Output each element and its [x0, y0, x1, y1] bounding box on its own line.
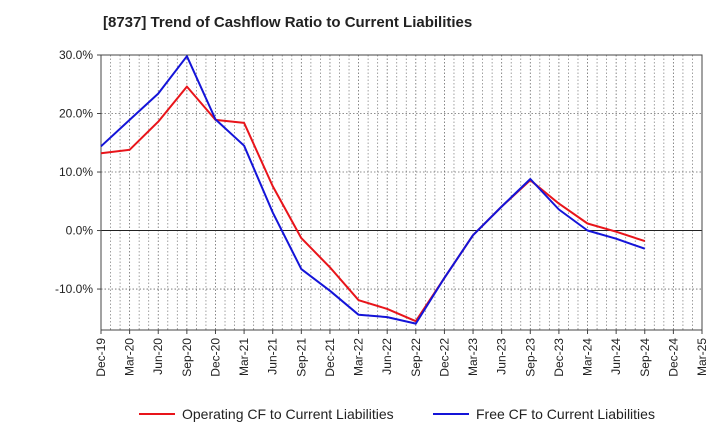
y-tick-labels: 30.0% 20.0% 10.0% 0.0% -10.0% [55, 48, 93, 296]
x-tick-label: Dec-21 [323, 338, 337, 377]
y-tick-label: 30.0% [59, 48, 93, 62]
legend-label: Free CF to Current Liabilities [476, 406, 655, 422]
plot-frame [100, 54, 703, 331]
x-tick-label: Dec-23 [552, 338, 566, 377]
series-line-free-cf [100, 55, 646, 325]
x-tick-label: Sep-21 [294, 338, 308, 377]
x-tick-label: Dec-20 [208, 338, 222, 377]
x-tick-label: Mar-24 [581, 338, 595, 376]
x-tick-label: Jun-24 [609, 338, 623, 375]
x-tick-label: Dec-24 [666, 338, 680, 377]
chart-title: [8737] Trend of Cashflow Ratio to Curren… [103, 14, 473, 31]
x-tick-label: Sep-24 [638, 338, 652, 377]
x-tick-label: Jun-23 [495, 338, 509, 375]
x-tick-label: Jun-21 [266, 338, 280, 375]
x-tick-label: Jun-20 [151, 338, 165, 375]
x-tick-label: Sep-20 [180, 338, 194, 377]
x-tick-label: Mar-22 [352, 338, 366, 376]
x-tick-label: Jun-22 [380, 338, 394, 375]
grid [101, 54, 702, 330]
x-tick-labels: Dec-19 Mar-20 Jun-20 Sep-20 Dec-20 Mar-21 Jun-… [94, 338, 709, 377]
x-tick-label: Dec-22 [437, 338, 451, 377]
legend-label: Operating CF to Current Liabilities [182, 406, 394, 422]
y-tick-label: -10.0% [55, 282, 93, 296]
x-tick-label: Dec-19 [94, 338, 108, 377]
y-tick-label: 20.0% [59, 107, 93, 121]
series-line-operating-cf [100, 85, 646, 323]
y-tick-label: 10.0% [59, 165, 93, 179]
x-tick-label: Mar-20 [123, 338, 137, 376]
x-tick-label: Mar-21 [237, 338, 251, 376]
x-tick-label: Sep-22 [409, 338, 423, 377]
series-lines [100, 55, 646, 325]
y-tick-label: 0.0% [66, 224, 94, 238]
legend: Operating CF to Current Liabilities Free … [139, 406, 655, 422]
x-tick-label: Mar-25 [695, 338, 709, 376]
axes [97, 54, 703, 334]
x-tick-label: Sep-23 [523, 338, 537, 377]
x-tick-label: Mar-23 [466, 338, 480, 376]
